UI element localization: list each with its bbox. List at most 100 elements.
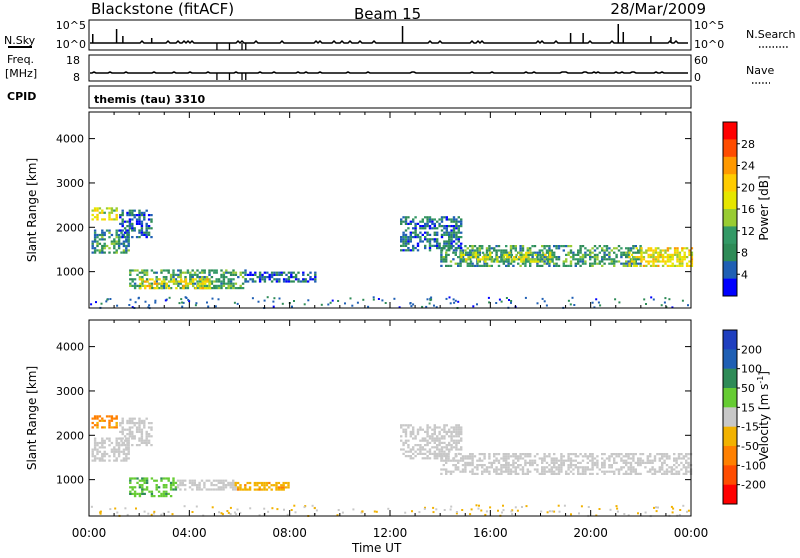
power-cell [637, 262, 640, 265]
velocity-cell [493, 468, 496, 471]
velocity-cell [685, 455, 688, 458]
power-cell [496, 258, 499, 261]
velocity-cell [165, 495, 168, 498]
power-cell [436, 242, 439, 245]
velocity-cell [138, 422, 141, 425]
power-cell [133, 214, 136, 217]
power-cell [543, 247, 546, 250]
power-cell [484, 258, 487, 261]
velocity-cell [678, 514, 681, 516]
power-cell [141, 276, 144, 279]
velocity-cell [521, 506, 523, 508]
power-cell [659, 253, 662, 256]
power-cell [676, 249, 679, 252]
velocity-cell [471, 468, 474, 471]
power-cell [96, 242, 99, 245]
velocity-cell [460, 433, 463, 436]
power-cell [440, 247, 444, 250]
power-cell [127, 240, 130, 243]
velocity-cell [99, 512, 102, 515]
velocity-cell [519, 453, 522, 456]
power-cell [449, 260, 453, 263]
velocity-cell [419, 452, 422, 455]
velocity-cell [687, 470, 690, 473]
power-cell [213, 269, 216, 272]
velocity-cell [162, 492, 166, 495]
velocity-cell [115, 417, 118, 420]
power-cell [574, 253, 577, 256]
velocity-cell [440, 435, 444, 438]
power-cell [232, 273, 235, 276]
velocity-cell [685, 468, 688, 471]
power-cell [640, 247, 643, 250]
power-cell [514, 245, 517, 248]
power-cell [138, 214, 141, 217]
power-cell [131, 278, 134, 281]
velocity-cell [574, 464, 577, 467]
velocity-cell [179, 479, 182, 482]
power-cell [93, 236, 97, 239]
velocity-cell [153, 510, 156, 513]
power-cell [676, 264, 679, 267]
velocity-cell [105, 452, 109, 456]
velocity-cell [445, 459, 448, 462]
velocity-cell [548, 470, 551, 473]
velocity-cell [433, 457, 436, 460]
velocity-cell [562, 461, 565, 464]
power-cell [537, 253, 540, 257]
power-cell [478, 253, 481, 256]
velocity-cell [287, 481, 290, 485]
velocity-cell [120, 439, 123, 442]
velocity-cell [481, 466, 484, 469]
velocity-cell [200, 488, 204, 491]
velocity-cell [341, 511, 344, 514]
power-cell [471, 264, 474, 267]
power-cell [407, 236, 410, 239]
velocity-cell [150, 444, 153, 447]
power-cell [110, 218, 114, 221]
power-cell [440, 216, 444, 219]
power-cell [412, 231, 415, 234]
velocity-cell [440, 459, 443, 462]
power-cell [457, 216, 460, 219]
velocity-cell [670, 468, 673, 471]
power-cell [557, 258, 561, 261]
power-cell [184, 278, 188, 281]
x-axis-tick-labels: 00:00 04:00 08:00 12:00 16:00 20:00 00:00 [72, 526, 709, 540]
velocity-cell [115, 444, 118, 447]
power-cell [537, 260, 540, 263]
velocity-cell [433, 433, 436, 436]
velocity-cell [533, 468, 537, 471]
power-cell [412, 247, 415, 250]
velocity-cell [524, 461, 527, 464]
power-cell [513, 256, 516, 259]
velocity-cell [140, 439, 144, 442]
velocity-cell [670, 472, 673, 475]
velocity-cell [188, 486, 192, 489]
power-colorbar-swatch [723, 191, 737, 210]
velocity-cell [452, 428, 456, 431]
power-cell [645, 260, 648, 263]
power-cell [113, 251, 116, 254]
power-cell [179, 273, 182, 276]
power-cell [514, 256, 517, 259]
power-cell [629, 249, 633, 252]
velocity-cell [436, 435, 439, 438]
power-cell [457, 256, 460, 259]
power-cell [632, 258, 635, 261]
power-cell [93, 229, 97, 232]
velocity-cell [665, 455, 669, 458]
power-cell [210, 276, 214, 279]
power-cell [527, 260, 530, 263]
velocity-cell [232, 488, 235, 491]
power-cell [520, 260, 523, 263]
velocity-cell [509, 470, 513, 473]
power-cell [671, 262, 674, 265]
power-cell [642, 251, 646, 254]
velocity-cell [464, 470, 467, 473]
velocity-cell [605, 470, 609, 473]
power-cell [448, 225, 451, 228]
power-cell [416, 242, 420, 245]
power-cell [143, 214, 146, 217]
velocity-cell [239, 486, 242, 489]
